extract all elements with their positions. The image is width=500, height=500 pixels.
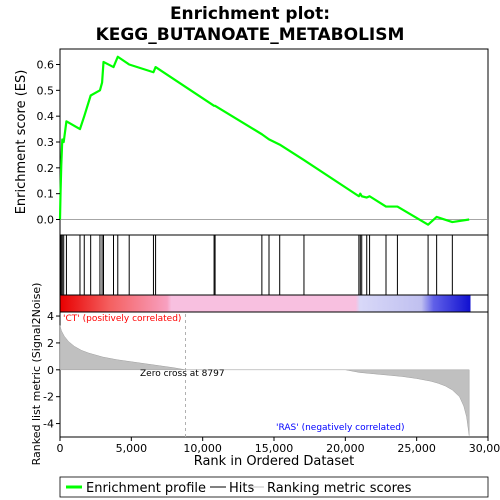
x-tick-label-0: 0 (57, 442, 64, 455)
chart-title-line2: KEGG_BUTANOATE_METABOLISM (96, 25, 405, 45)
enrichment-profile-line (58, 55, 470, 226)
x-tick-label-2: 10,000 (183, 442, 222, 455)
chart-title-line1: Enrichment plot: (170, 4, 330, 24)
positive-correlation-label: 'CT' (positively correlated) (63, 314, 181, 324)
hits-panel-frame (59, 234, 489, 296)
metric-tick-label-4: -4 (43, 418, 54, 431)
es-tick-label-2: 0.2 (37, 162, 55, 175)
zero-cross-label: Zero cross at 8797 (140, 369, 225, 379)
negative-correlation-label: 'RAS' (negatively correlated) (276, 423, 404, 433)
es-tick-label-3: 0.3 (37, 136, 55, 149)
legend-es-label: Enrichment profile (86, 481, 206, 496)
legend-hits-label: Hits (229, 481, 254, 496)
es-tick-label-4: 0.4 (37, 110, 55, 123)
metric-area-path (59, 325, 470, 436)
x-tick-label-4: 20,000 (326, 442, 365, 455)
legend-box (59, 476, 489, 498)
metric-axis-label: Ranked list metric (Signal2Noise) (30, 283, 43, 466)
rank-color-bar (60, 295, 471, 312)
x-tick-label-6: 30,000 (469, 442, 500, 455)
ranking-metric-area (59, 314, 470, 437)
legend-metric-label: Ranking metric scores (267, 481, 412, 496)
x-tick-label-1: 5,000 (116, 442, 148, 455)
es-tick-label-5: 0.5 (37, 84, 55, 97)
es-tick-label-1: 0.1 (37, 188, 55, 201)
es-axis-label: Enrichment score (ES) (14, 70, 29, 215)
metric-tick-label-2: 0 (47, 364, 54, 377)
metric-tick-label-3: -2 (43, 391, 54, 404)
x-tick-label-3: 15,000 (255, 442, 294, 455)
x-tick-label-5: 25,000 (397, 442, 436, 455)
es-tick-label-6: 0.6 (37, 59, 55, 72)
hits-marks (60, 235, 453, 295)
es-curve (58, 55, 470, 226)
x-axis-label: Rank in Ordered Dataset (194, 454, 355, 469)
legend: Enrichment profile Hits Ranking metric s… (59, 476, 489, 498)
metric-tick-label-1: 2 (47, 337, 54, 350)
metric-tick-label-0: 4 (47, 310, 54, 323)
es-tick-label-0: 0.0 (37, 214, 55, 227)
